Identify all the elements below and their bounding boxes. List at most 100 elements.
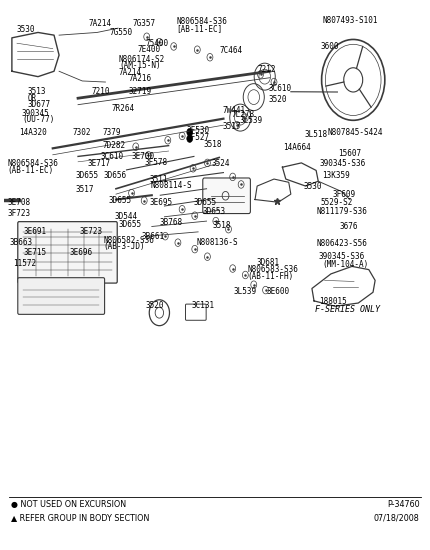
Text: OR: OR — [28, 94, 37, 103]
Text: 7G357: 7G357 — [133, 19, 156, 29]
Text: 3E700: 3E700 — [132, 152, 155, 161]
Text: 7L278: 7L278 — [231, 110, 254, 119]
Text: 3B663: 3B663 — [9, 238, 33, 247]
Text: 13K359: 13K359 — [322, 171, 350, 180]
Text: 3F609: 3F609 — [332, 190, 355, 199]
Text: 3530: 3530 — [304, 182, 322, 191]
FancyBboxPatch shape — [203, 178, 250, 213]
Text: 3520: 3520 — [145, 301, 164, 310]
Text: 7210: 7210 — [92, 87, 111, 96]
Text: 390345-S36: 390345-S36 — [319, 160, 366, 168]
Text: (AB-3-JD): (AB-3-JD) — [103, 243, 145, 251]
Text: 7A216: 7A216 — [129, 74, 152, 83]
Text: 11572: 11572 — [14, 258, 37, 268]
Text: 390345-S36: 390345-S36 — [318, 252, 365, 261]
Text: 3D656: 3D656 — [103, 171, 126, 180]
Text: 7379: 7379 — [102, 128, 120, 137]
Circle shape — [187, 135, 193, 142]
Text: 3518: 3518 — [203, 140, 222, 149]
Text: F-SERIES ONLY: F-SERIES ONLY — [315, 305, 380, 314]
Text: N807493-S101: N807493-S101 — [322, 16, 378, 25]
Text: 3E708: 3E708 — [8, 198, 31, 207]
FancyBboxPatch shape — [18, 278, 104, 315]
Text: 3520: 3520 — [269, 95, 287, 104]
Text: 07/18/2008: 07/18/2008 — [374, 513, 419, 522]
Text: N808114-S: N808114-S — [151, 181, 193, 190]
Text: 7R264: 7R264 — [112, 104, 135, 113]
Circle shape — [187, 128, 193, 136]
Text: 3F527: 3F527 — [186, 133, 209, 141]
Text: ● NOT USED ON EXCURSION: ● NOT USED ON EXCURSION — [11, 500, 126, 509]
Text: 390345: 390345 — [22, 109, 50, 118]
Text: 3D681: 3D681 — [256, 257, 280, 267]
Text: 3511: 3511 — [150, 174, 168, 184]
Text: 3E600: 3E600 — [267, 287, 289, 296]
Text: (AB-11-FH): (AB-11-FH) — [248, 272, 294, 280]
Text: (MM-104-A): (MM-104-A) — [322, 260, 369, 269]
Text: 3D655: 3D655 — [194, 198, 217, 207]
Text: 3517: 3517 — [223, 122, 241, 131]
Text: 3D677: 3D677 — [28, 100, 51, 109]
Text: 7302: 7302 — [73, 128, 91, 137]
Text: N811179-S36: N811179-S36 — [317, 207, 368, 216]
Text: N808136-S: N808136-S — [196, 238, 238, 247]
Text: (UU-77): (UU-77) — [22, 116, 54, 124]
Text: 3D655: 3D655 — [119, 220, 142, 229]
Text: 15607: 15607 — [338, 148, 361, 158]
Text: 75400: 75400 — [145, 39, 169, 48]
Text: 7C464: 7C464 — [219, 46, 243, 56]
FancyBboxPatch shape — [185, 304, 206, 320]
FancyBboxPatch shape — [18, 222, 117, 283]
Text: 7W441: 7W441 — [223, 106, 246, 114]
Text: P-34760: P-34760 — [387, 500, 419, 509]
Text: 3E717: 3E717 — [88, 160, 111, 168]
Text: 3F578: 3F578 — [144, 158, 167, 167]
Text: 3517: 3517 — [75, 185, 94, 194]
Text: N806583-S36: N806583-S36 — [248, 265, 299, 274]
Text: 3524: 3524 — [212, 160, 230, 168]
Text: 14A320: 14A320 — [19, 128, 47, 137]
Text: N806582-S36: N806582-S36 — [103, 236, 154, 245]
Text: 7212: 7212 — [257, 64, 276, 74]
Text: 7A214: 7A214 — [89, 19, 112, 29]
Text: 188015: 188015 — [319, 298, 347, 306]
Text: 3E691: 3E691 — [23, 227, 46, 236]
Text: 3B768: 3B768 — [160, 218, 182, 227]
Text: N806423-S56: N806423-S56 — [317, 239, 368, 248]
Text: 3C610: 3C610 — [100, 152, 123, 161]
Text: 3513: 3513 — [28, 87, 46, 96]
Text: ▲ REFER GROUP IN BODY SECTION: ▲ REFER GROUP IN BODY SECTION — [11, 513, 149, 522]
Text: 3E695: 3E695 — [150, 198, 173, 207]
Text: 7E400: 7E400 — [137, 45, 160, 54]
Text: 3D653: 3D653 — [203, 207, 225, 216]
Text: (AM-15-N): (AM-15-N) — [119, 62, 160, 70]
Text: N806174-S2: N806174-S2 — [119, 55, 165, 64]
Text: 3600: 3600 — [320, 42, 339, 51]
Text: 7D282: 7D282 — [102, 141, 125, 150]
Text: 3B661: 3B661 — [141, 232, 164, 241]
Text: 3D544: 3D544 — [115, 212, 138, 221]
Text: 3E696: 3E696 — [70, 248, 93, 257]
Text: 7A214: 7A214 — [119, 68, 142, 77]
Text: 3D655: 3D655 — [109, 196, 132, 205]
Text: 14A664: 14A664 — [283, 144, 311, 152]
Text: 3D655: 3D655 — [75, 171, 98, 180]
Text: 3518: 3518 — [213, 221, 231, 230]
Text: 3530: 3530 — [17, 25, 35, 34]
Text: 3E723: 3E723 — [79, 227, 102, 236]
Text: 5529-S2: 5529-S2 — [320, 198, 353, 207]
Text: 3L539: 3L539 — [240, 117, 263, 125]
Text: 3676: 3676 — [339, 222, 358, 231]
Text: N806584-S36: N806584-S36 — [176, 17, 227, 26]
Text: (AB-11-EC): (AB-11-EC) — [8, 166, 54, 175]
Text: 3F530: 3F530 — [186, 126, 209, 135]
Text: 7G550: 7G550 — [110, 28, 133, 37]
Text: 3E715: 3E715 — [23, 248, 46, 257]
Text: N807845-S424: N807845-S424 — [328, 128, 384, 137]
Text: 3C610: 3C610 — [269, 84, 292, 93]
Text: [AB-11-EC]: [AB-11-EC] — [176, 24, 222, 32]
Text: 3C131: 3C131 — [192, 301, 215, 310]
Text: N806584-S36: N806584-S36 — [8, 160, 58, 168]
Text: 3L518: 3L518 — [304, 130, 328, 139]
Text: 32719: 32719 — [129, 87, 152, 96]
